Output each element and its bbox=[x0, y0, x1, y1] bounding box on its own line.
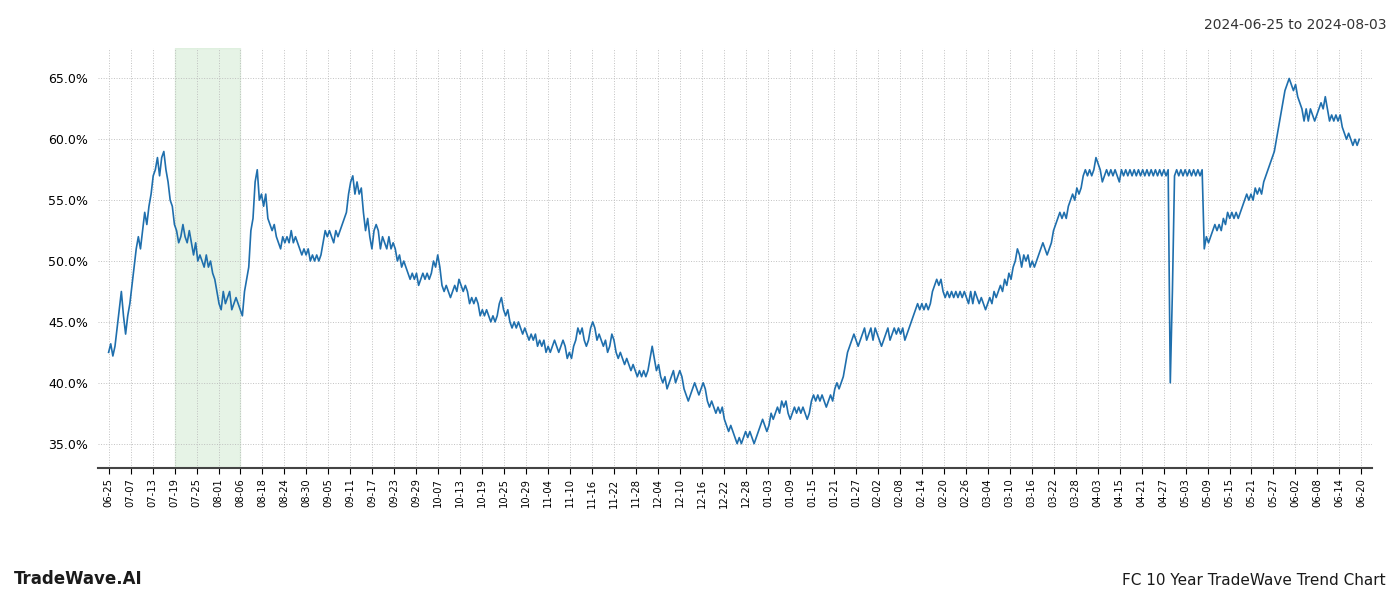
Text: 2024-06-25 to 2024-08-03: 2024-06-25 to 2024-08-03 bbox=[1204, 18, 1386, 32]
Text: FC 10 Year TradeWave Trend Chart: FC 10 Year TradeWave Trend Chart bbox=[1123, 573, 1386, 588]
Text: TradeWave.AI: TradeWave.AI bbox=[14, 570, 143, 588]
Bar bbox=[175, 48, 241, 468]
